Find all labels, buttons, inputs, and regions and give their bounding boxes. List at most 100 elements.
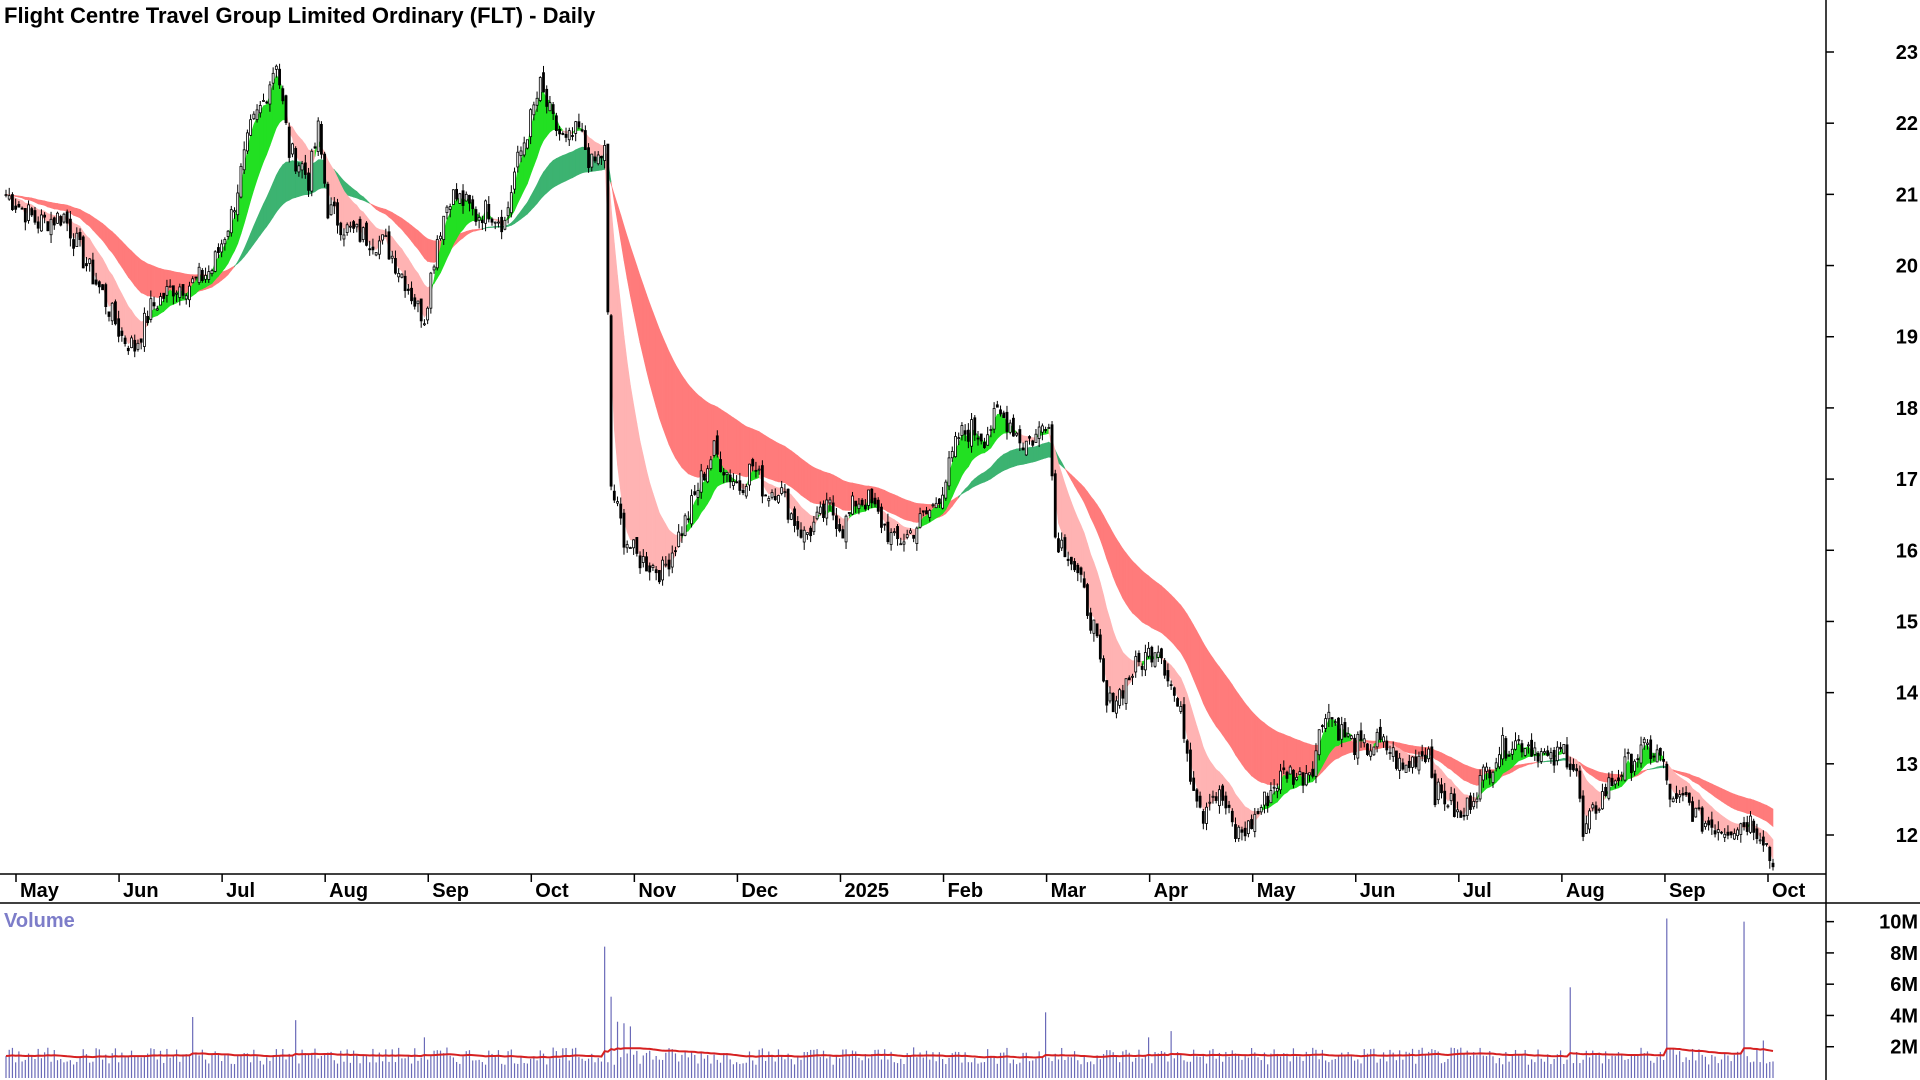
candle [773,488,777,502]
candle-body [600,155,603,159]
candle-body [410,287,413,302]
candle [1308,772,1311,782]
candle-body [358,218,362,242]
candle [915,526,919,551]
candle [683,513,687,537]
candle-body [1642,738,1646,744]
long-term-ma-band-segment [684,379,689,475]
candle-body [551,104,555,114]
long-term-ma-band-segment [1193,624,1198,688]
candle [1246,820,1250,838]
candle [674,546,677,557]
candle-body [461,190,465,206]
candle [857,498,861,515]
long-term-ma-band-segment [115,233,119,264]
candle [1517,735,1521,746]
candle [867,489,870,511]
candle [1198,791,1202,809]
candle [731,473,735,490]
candle-body [1304,773,1308,786]
candle-body [297,165,301,173]
long-term-ma-band-segment [646,294,651,384]
candle [1498,746,1501,770]
candle-body [1285,771,1289,779]
candle-body [1086,584,1089,616]
candle-body [7,195,11,200]
candle-body [1362,738,1366,744]
candle-body [435,239,439,269]
candle-body [1652,755,1656,758]
candle-body [921,510,925,513]
candle-body [1057,538,1060,553]
long-term-ma-band-segment [279,163,284,209]
short-term-ma-band-segment [652,493,657,571]
candle-body [590,153,594,168]
candle [1430,739,1434,779]
candle [1578,765,1582,803]
long-term-ma-band-segment [678,368,683,469]
candle [126,345,130,355]
long-term-ma-band-segment [134,253,139,291]
candle-body [1340,724,1344,740]
candle [809,525,813,543]
candle-body [1533,747,1537,755]
candle [1559,742,1562,752]
candle [139,338,143,350]
candle-body [1189,749,1192,782]
long-term-ma-band-segment [1009,449,1014,469]
price-tick-label: 16 [1896,540,1918,562]
candle [27,200,30,224]
candle [1098,628,1102,663]
candle [1053,469,1057,539]
candle [46,221,50,232]
candle [329,197,333,216]
candle [1629,753,1633,781]
candle [793,506,796,533]
long-term-ma-band-segment [1190,618,1194,680]
candle-body [783,491,787,494]
candle [1662,751,1665,769]
long-term-ma-band-segment [910,500,914,523]
candle [52,216,56,230]
candle-body [130,337,133,349]
candle-body [593,156,597,162]
candle-body [712,440,716,456]
candle-body [1359,730,1363,741]
time-tick-label: Aug [329,880,368,902]
candle [468,194,471,212]
candle [1539,747,1543,764]
candle-body [735,481,739,484]
long-term-ma-band-segment [1602,772,1606,783]
candle-body [899,543,903,546]
long-term-ma-band-segment [1257,717,1262,783]
long-term-ma-band-segment [1441,752,1446,766]
candle-body [233,210,236,213]
candle [1649,735,1653,765]
long-term-ma-band-segment [1450,756,1455,774]
long-term-ma-band-segment [1196,629,1201,696]
candle [271,67,275,90]
candle-body [857,503,861,509]
candle-body [268,84,272,105]
candle [770,489,774,500]
candle-body [638,555,642,569]
long-term-ma-band-segment [565,152,570,182]
short-term-ma-band-segment [446,212,451,259]
candle [818,501,822,516]
candle-body [506,207,510,217]
long-term-ma-band-segment [1045,441,1050,459]
long-term-ma-band-segment [1157,582,1162,634]
candle-body [1565,744,1569,768]
candle-body [661,559,664,581]
candle-body [1230,810,1234,823]
candle-body [1485,766,1488,772]
long-term-ma-band-segment [1186,613,1191,672]
candle-body [1018,429,1022,444]
candle-body [165,286,169,296]
candle-body [384,235,388,238]
candle-body [651,565,655,568]
candle-body [564,133,568,138]
candle-body [1288,766,1292,775]
long-term-ma-band-segment [57,203,62,211]
candle [278,63,281,89]
